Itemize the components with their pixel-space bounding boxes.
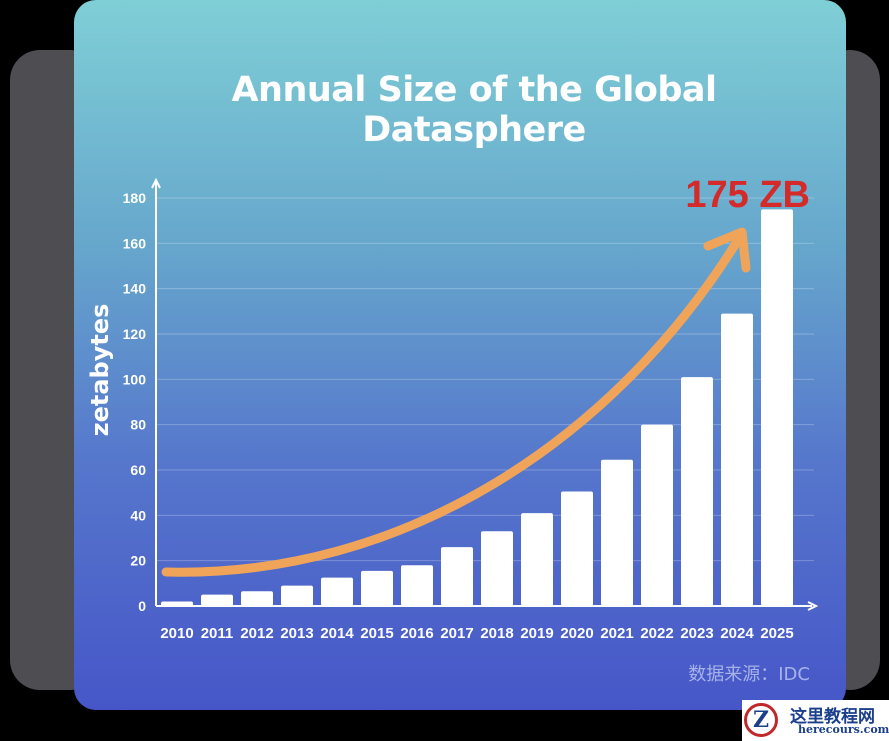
x-tick-label: 2013 — [280, 625, 313, 642]
bar — [281, 585, 313, 606]
bar — [161, 601, 193, 606]
x-tick-label: 2021 — [600, 625, 633, 642]
x-tick-label: 2018 — [480, 625, 513, 642]
x-tick-label: 2015 — [360, 625, 393, 642]
bar — [561, 491, 593, 606]
x-tick-label: 2025 — [760, 625, 793, 642]
y-tick-label: 100 — [123, 371, 147, 387]
y-tick-label: 80 — [130, 417, 146, 433]
annotation-175zb: 175 ZB — [685, 174, 810, 216]
bar — [441, 547, 473, 606]
x-tick-label: 2016 — [400, 625, 433, 642]
y-axis-arrow-icon — [151, 177, 161, 189]
y-tick-label: 0 — [138, 598, 146, 614]
bar — [361, 570, 393, 606]
bar — [401, 565, 433, 606]
bar — [201, 594, 233, 606]
source-note: 数据来源：IDC — [688, 664, 810, 685]
y-axis-label: zetabytes — [86, 304, 114, 437]
x-tick-label: 2020 — [560, 625, 593, 642]
y-tick-label: 60 — [130, 462, 146, 478]
y-tick-label: 20 — [130, 553, 146, 569]
y-tick-label: 180 — [123, 190, 147, 206]
bar — [241, 591, 273, 606]
x-tick-label: 2022 — [640, 625, 673, 642]
x-tick-label: 2010 — [160, 625, 193, 642]
growth-arrow — [161, 235, 743, 577]
y-tick-label: 140 — [123, 281, 147, 297]
x-tick-label: 2023 — [680, 625, 713, 642]
watermark-en: herecours.com — [798, 723, 889, 736]
watermark-cn: 这里教程网 — [790, 707, 875, 727]
x-tick-label: 2014 — [320, 625, 354, 642]
bar — [601, 459, 633, 606]
arrow-head-icon — [703, 227, 751, 273]
bar — [321, 577, 353, 606]
y-tick-label: 40 — [130, 507, 146, 523]
chart-card: Annual Size of the Global Datasphere 0 20… — [74, 0, 846, 710]
chart-title: Annual Size of the Global Datasphere — [231, 70, 717, 150]
x-tick-label: 2012 — [240, 625, 273, 642]
bar — [481, 531, 513, 606]
x-tick-label: 2017 — [440, 625, 473, 642]
watermark-logo: Z — [744, 703, 778, 737]
bar — [521, 513, 553, 606]
x-axis-arrow-icon — [807, 601, 819, 611]
y-tick-label: 160 — [123, 235, 147, 251]
bar — [721, 313, 753, 606]
x-tick-label: 2011 — [201, 625, 234, 642]
x-tick-label: 2024 — [720, 625, 754, 642]
x-tick-label: 2019 — [520, 625, 553, 642]
y-tick-label: 120 — [123, 326, 147, 342]
chart-plot: 0 20 40 60 80 100 120 140 160 180 2010 2011 2012 2013… — [86, 174, 819, 642]
bar — [761, 209, 793, 607]
watermark: Z 这里教程网 herecours.com — [742, 700, 889, 741]
bar — [641, 424, 673, 606]
bar — [681, 377, 713, 606]
